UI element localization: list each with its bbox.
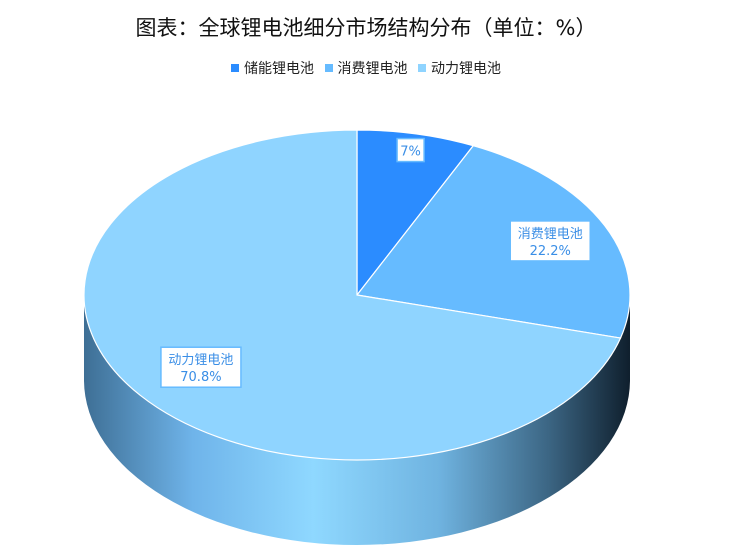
data-label-box: [396, 137, 425, 163]
pie-slice[interactable]: [356, 129, 475, 297]
legend: 储能锂电池 消费锂电池 动力锂电池: [0, 58, 732, 78]
legend-label: 消费锂电池: [337, 61, 408, 77]
data-label: 动力锂电池: [168, 353, 233, 368]
data-label: 消费锂电池: [518, 227, 583, 242]
data-label: 7%: [400, 145, 421, 160]
legend-item[interactable]: 动力锂电池: [417, 58, 501, 78]
legend-swatch: [324, 64, 333, 72]
legend-label: 动力锂电池: [430, 61, 501, 77]
pie-side-wall: [84, 295, 630, 545]
data-label-box: [509, 220, 591, 262]
legend-swatch: [417, 64, 426, 72]
legend-item[interactable]: 消费锂电池: [324, 58, 408, 78]
data-label: 70.8%: [180, 370, 221, 385]
legend-item[interactable]: 储能锂电池: [231, 58, 314, 78]
data-label: 22.2%: [530, 244, 571, 259]
legend-label: 储能锂电池: [244, 61, 315, 77]
pie-slice[interactable]: [355, 145, 631, 339]
chart-title: 图表：全球锂电池细分市场结构分布（单位：%）: [135, 16, 597, 40]
data-label-box: [160, 346, 242, 388]
legend-swatch: [231, 64, 240, 72]
